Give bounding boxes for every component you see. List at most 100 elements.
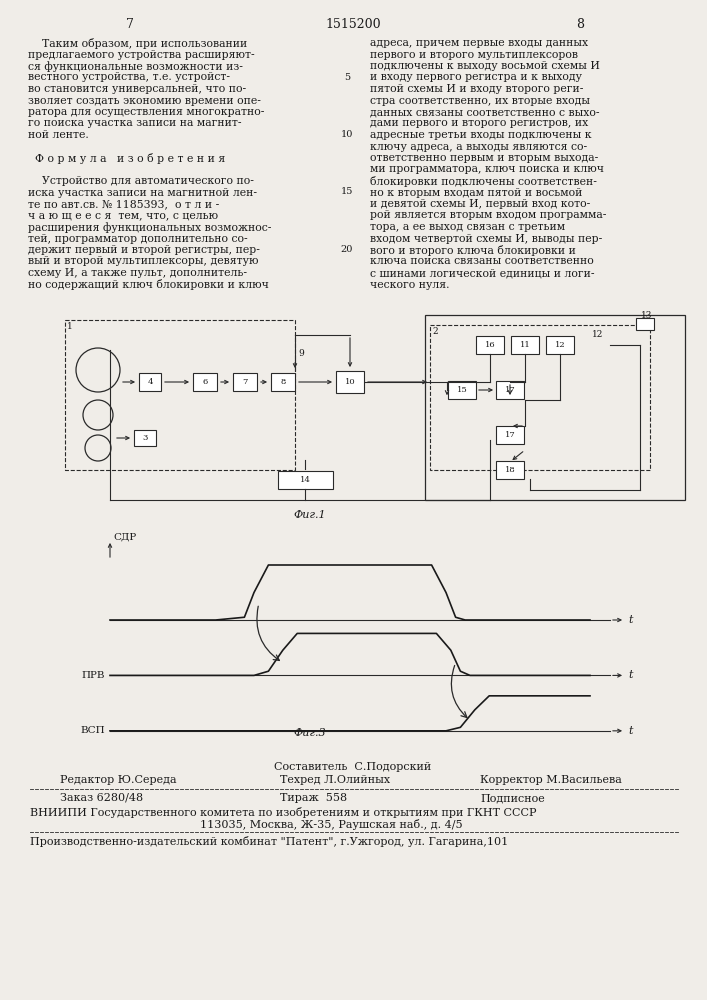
Text: ПРВ: ПРВ — [81, 671, 105, 680]
Bar — [496, 381, 524, 399]
Text: 8: 8 — [576, 18, 584, 31]
Text: 6: 6 — [202, 378, 208, 386]
Bar — [496, 461, 524, 479]
Text: 13: 13 — [641, 311, 653, 320]
Bar — [278, 471, 332, 489]
Text: 14: 14 — [300, 476, 310, 484]
Text: 17: 17 — [505, 431, 515, 439]
Bar — [233, 373, 257, 391]
Text: Редактор Ю.Середа: Редактор Ю.Середа — [60, 775, 177, 785]
Text: 16: 16 — [485, 341, 496, 349]
Text: вый и второй мультиплексоры, девятую: вый и второй мультиплексоры, девятую — [28, 256, 259, 266]
Text: го поиска участка записи на магнит-: го поиска участка записи на магнит- — [28, 118, 242, 128]
Text: 15: 15 — [341, 188, 354, 196]
Text: но к вторым входам пятой и восьмой: но к вторым входам пятой и восьмой — [370, 188, 583, 198]
Bar — [476, 336, 504, 354]
Text: те по авт.св. № 1185393,  о т л и -: те по авт.св. № 1185393, о т л и - — [28, 199, 219, 209]
Bar — [496, 426, 524, 444]
Text: но содержащий ключ блокировки и ключ: но содержащий ключ блокировки и ключ — [28, 279, 269, 290]
Text: держит первый и второй регистры, пер-: держит первый и второй регистры, пер- — [28, 245, 260, 255]
Text: ключу адреса, а выходы являются со-: ключу адреса, а выходы являются со- — [370, 141, 587, 151]
Text: ВСП: ВСП — [81, 726, 105, 735]
Text: 10: 10 — [345, 378, 356, 386]
Text: адреса, причем первые входы данных: адреса, причем первые входы данных — [370, 38, 588, 48]
Text: ратора для осуществления многократно-: ратора для осуществления многократно- — [28, 107, 264, 117]
Text: 113035, Москва, Ж-35, Раушская наб., д. 4/5: 113035, Москва, Ж-35, Раушская наб., д. … — [200, 819, 462, 830]
Text: ной ленте.: ной ленте. — [28, 130, 89, 140]
Text: подключены к выходу восьмой схемы И: подключены к выходу восьмой схемы И — [370, 61, 600, 71]
Text: 1: 1 — [67, 322, 73, 331]
Text: 3: 3 — [142, 434, 148, 442]
Text: иска участка записи на магнитной лен-: иска участка записи на магнитной лен- — [28, 188, 257, 198]
Bar — [425, 315, 685, 500]
Text: блокировки подключены соответствен-: блокировки подключены соответствен- — [370, 176, 597, 187]
Text: СДР: СДР — [113, 533, 136, 542]
Text: пятой схемы И и входу второго реги-: пятой схемы И и входу второго реги- — [370, 84, 583, 94]
Text: 1515200: 1515200 — [325, 18, 381, 31]
Text: ми программатора, ключ поиска и ключ: ми программатора, ключ поиска и ключ — [370, 164, 604, 174]
Text: и входу первого регистра и к выходу: и входу первого регистра и к выходу — [370, 73, 582, 83]
Text: Устройство для автоматического по-: Устройство для автоматического по- — [28, 176, 254, 186]
Text: Таким образом, при использовании: Таким образом, при использовании — [28, 38, 247, 49]
Text: данных связаны соответственно с выхо-: данных связаны соответственно с выхо- — [370, 107, 600, 117]
Text: ческого нуля.: ческого нуля. — [370, 279, 450, 290]
Text: зволяет создать экономию времени опе-: зволяет создать экономию времени опе- — [28, 96, 261, 105]
Text: 12: 12 — [592, 330, 603, 339]
Text: Фиг.1: Фиг.1 — [293, 510, 327, 520]
Text: Подписное: Подписное — [480, 793, 545, 803]
Text: ВНИИПИ Государственного комитета по изобретениям и открытиям при ГКНТ СССР: ВНИИПИ Государственного комитета по изоб… — [30, 807, 537, 818]
Text: 8: 8 — [280, 378, 286, 386]
Bar — [546, 336, 574, 354]
Text: ся функциональные возможности из-: ся функциональные возможности из- — [28, 61, 243, 72]
Bar — [511, 336, 539, 354]
Text: схему И, а также пульт, дополнитель-: схему И, а также пульт, дополнитель- — [28, 268, 247, 278]
Text: Корректор М.Васильева: Корректор М.Васильева — [480, 775, 622, 785]
Bar — [271, 373, 295, 391]
Bar — [430, 325, 650, 470]
Text: тей, программатор дополнительно со-: тей, программатор дополнительно со- — [28, 233, 247, 243]
Bar — [448, 381, 476, 399]
Bar — [134, 430, 156, 446]
Text: рой является вторым входом программа-: рой является вторым входом программа- — [370, 211, 607, 221]
Text: 4: 4 — [147, 378, 153, 386]
Text: ч а ю щ е е с я  тем, что, с целью: ч а ю щ е е с я тем, что, с целью — [28, 211, 218, 221]
Text: 15: 15 — [457, 386, 467, 394]
Text: вого и второго ключа блокировки и: вого и второго ключа блокировки и — [370, 245, 576, 256]
Text: Производственно-издательский комбинат "Патент", г.Ужгород, ул. Гагарина,101: Производственно-издательский комбинат "П… — [30, 836, 508, 847]
Text: 17: 17 — [505, 386, 515, 394]
Text: 20: 20 — [341, 245, 354, 254]
Bar — [636, 318, 654, 330]
Text: Техред Л.Олийных: Техред Л.Олийных — [280, 775, 390, 785]
Text: с шинами логической единицы и логи-: с шинами логической единицы и логи- — [370, 268, 595, 278]
Text: адресные третьи входы подключены к: адресные третьи входы подключены к — [370, 130, 592, 140]
Text: во становится универсальней, что по-: во становится универсальней, что по- — [28, 84, 246, 94]
Text: входом четвертой схемы И, выводы пер-: входом четвертой схемы И, выводы пер- — [370, 233, 602, 243]
Text: Тираж  558: Тираж 558 — [280, 793, 347, 803]
Bar — [336, 371, 364, 393]
Text: тора, а ее выход связан с третьим: тора, а ее выход связан с третьим — [370, 222, 565, 232]
Text: 18: 18 — [505, 466, 515, 474]
Text: 5: 5 — [344, 73, 350, 82]
Text: 2: 2 — [432, 327, 438, 336]
Text: 11: 11 — [520, 341, 530, 349]
Text: Ф о р м у л а   и з о б р е т е н и я: Ф о р м у л а и з о б р е т е н и я — [28, 153, 226, 164]
Text: 9: 9 — [298, 349, 304, 358]
Text: вестного устройства, т.е. устройст-: вестного устройства, т.е. устройст- — [28, 73, 230, 83]
Text: первого и второго мультиплексоров: первого и второго мультиплексоров — [370, 49, 578, 60]
Text: t: t — [628, 670, 633, 680]
Text: t: t — [628, 615, 633, 625]
Bar — [139, 373, 161, 391]
Text: Составитель  С.Подорский: Составитель С.Подорский — [274, 762, 432, 772]
Text: Заказ 6280/48: Заказ 6280/48 — [60, 793, 143, 803]
Text: дами первого и второго регистров, их: дами первого и второго регистров, их — [370, 118, 588, 128]
Bar — [65, 320, 295, 470]
Text: ключа поиска связаны соответственно: ключа поиска связаны соответственно — [370, 256, 594, 266]
Text: 12: 12 — [555, 341, 566, 349]
Text: и девятой схемы И, первый вход кото-: и девятой схемы И, первый вход кото- — [370, 199, 590, 209]
Bar — [193, 373, 217, 391]
Text: стра соответственно, их вторые входы: стра соответственно, их вторые входы — [370, 96, 590, 105]
Text: Фиг.3: Фиг.3 — [293, 728, 327, 738]
Text: ответственно первым и вторым выхода-: ответственно первым и вторым выхода- — [370, 153, 598, 163]
Text: расширения функциональных возможнос-: расширения функциональных возможнос- — [28, 222, 271, 233]
Text: предлагаемого устройства расширяют-: предлагаемого устройства расширяют- — [28, 49, 255, 60]
